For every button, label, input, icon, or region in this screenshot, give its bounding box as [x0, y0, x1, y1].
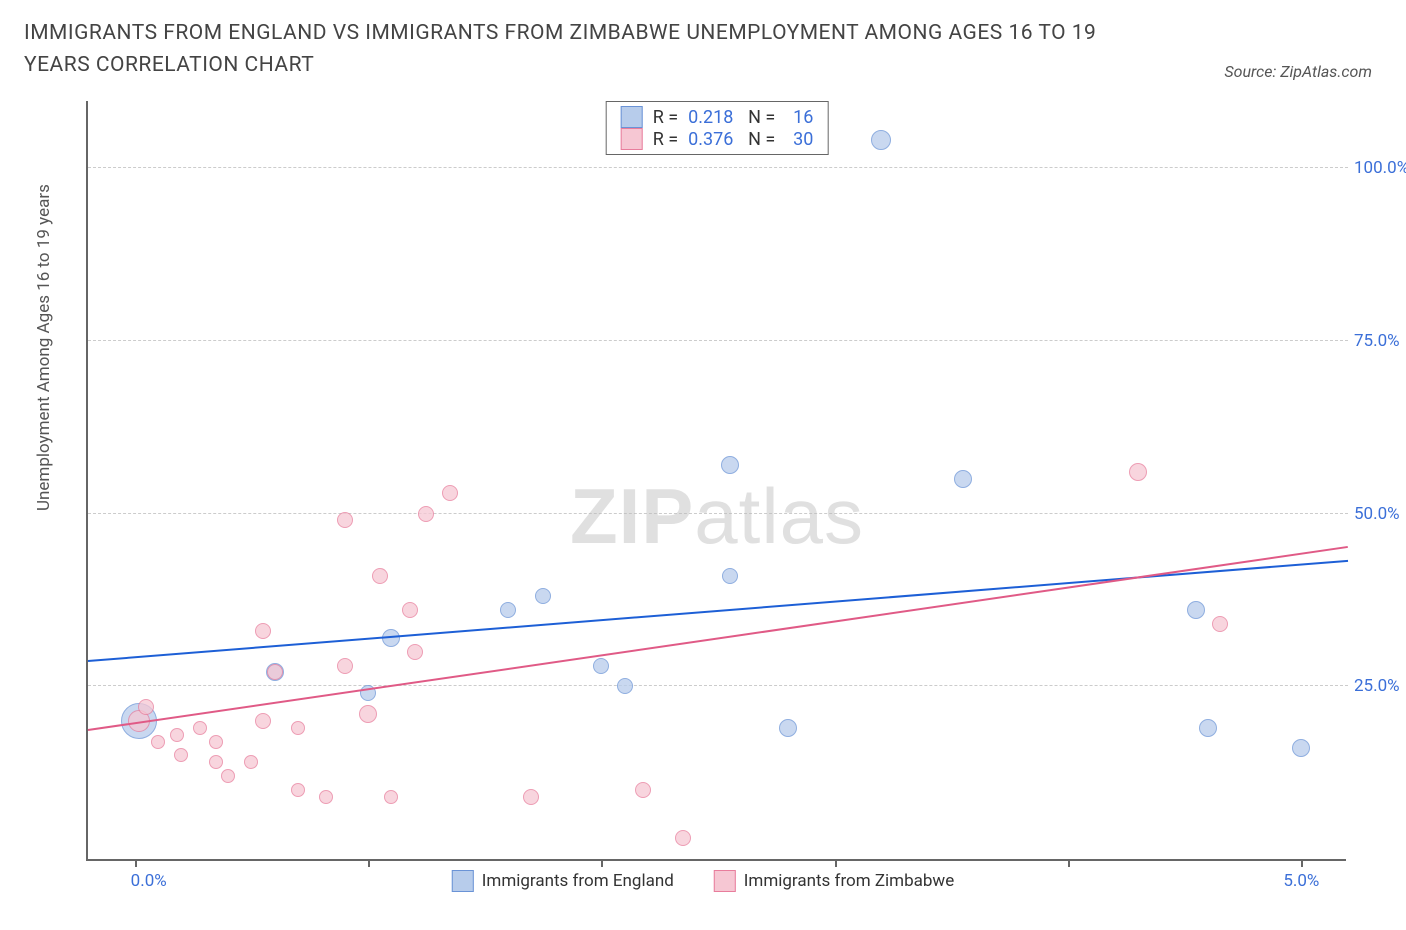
x-tick [1301, 859, 1303, 867]
scatter-point-zimbabwe [193, 721, 207, 735]
watermark-atlas: atlas [694, 472, 864, 560]
scatter-point-zimbabwe [255, 623, 271, 639]
y-tick-label: 50.0% [1354, 504, 1406, 524]
scatter-point-zimbabwe [337, 658, 353, 674]
scatter-point-zimbabwe [291, 721, 305, 735]
stats-row-england: R = 0.218 N = 16 [621, 106, 814, 128]
legend-item-england: Immigrants from England [452, 870, 674, 892]
scatter-point-england [617, 678, 633, 694]
scatter-point-zimbabwe [675, 830, 691, 846]
y-tick-label: 75.0% [1354, 331, 1406, 351]
scatter-point-england [535, 588, 551, 604]
scatter-point-england [1199, 719, 1217, 737]
legend-swatch-icon [621, 106, 643, 128]
scatter-point-zimbabwe [209, 735, 223, 749]
scatter-point-england [871, 130, 891, 150]
stats-r-label: R = [653, 129, 678, 150]
stats-n-label: N = [748, 107, 775, 128]
scatter-point-zimbabwe [418, 506, 434, 522]
scatter-point-zimbabwe [244, 755, 258, 769]
scatter-point-zimbabwe [209, 755, 223, 769]
scatter-point-zimbabwe [523, 789, 539, 805]
y-tick-label: 100.0% [1354, 158, 1406, 178]
scatter-point-england [593, 658, 609, 674]
scatter-point-zimbabwe [319, 790, 333, 804]
gridline [88, 685, 1348, 686]
scatter-point-zimbabwe [337, 512, 353, 528]
chart-title: IMMIGRANTS FROM ENGLAND VS IMMIGRANTS FR… [24, 18, 1144, 81]
x-axis-min-label: 0.0% [131, 871, 167, 891]
scatter-point-england [1292, 739, 1310, 757]
legend-label: Immigrants from England [482, 871, 674, 891]
plot-region: ZIPatlas R =0.218N =16R =0.376N =30 25.0… [86, 101, 1346, 861]
scatter-point-zimbabwe [255, 713, 271, 729]
scatter-point-zimbabwe [407, 644, 423, 660]
gridline [88, 167, 1348, 168]
scatter-point-zimbabwe [138, 699, 154, 715]
watermark: ZIPatlas [570, 471, 864, 562]
legend-swatch-icon [621, 128, 643, 150]
correlation-stats-box: R = 0.218 N = 16 R = 0.376 N = 30 [606, 101, 829, 155]
legend-item-zimbabwe: Immigrants from Zimbabwe [714, 870, 954, 892]
legend-swatch-icon [714, 870, 736, 892]
scatter-point-zimbabwe [221, 769, 235, 783]
x-axis-max-label: 5.0% [1283, 871, 1319, 891]
y-axis-label: Unemployment Among Ages 16 to 19 years [34, 184, 54, 511]
trend-line-zimbabwe [88, 546, 1348, 731]
x-tick [835, 859, 837, 867]
scatter-point-zimbabwe [174, 748, 188, 762]
stats-row-zimbabwe: R = 0.376 N = 30 [621, 128, 814, 150]
legend-swatch-icon [452, 870, 474, 892]
x-tick [368, 859, 370, 867]
scatter-point-zimbabwe [402, 602, 418, 618]
series-legend: Immigrants from England Immigrants from Z… [452, 870, 954, 892]
stats-r-value: 0.218 [688, 107, 738, 128]
x-tick [601, 859, 603, 867]
scatter-point-zimbabwe [1129, 463, 1147, 481]
scatter-point-zimbabwe [442, 485, 458, 501]
scatter-point-england [954, 470, 972, 488]
stats-r-value: 0.376 [688, 129, 738, 150]
legend-label: Immigrants from Zimbabwe [744, 871, 954, 891]
scatter-point-zimbabwe [267, 664, 283, 680]
scatter-point-zimbabwe [359, 705, 377, 723]
scatter-point-zimbabwe [151, 735, 165, 749]
x-tick [135, 859, 137, 867]
scatter-point-zimbabwe [372, 568, 388, 584]
y-tick-label: 25.0% [1354, 676, 1406, 696]
chart-source: Source: ZipAtlas.com [1224, 62, 1382, 81]
gridline [88, 340, 1348, 341]
watermark-zip: ZIP [570, 472, 694, 560]
scatter-point-england [500, 602, 516, 618]
scatter-point-england [721, 456, 739, 474]
scatter-point-zimbabwe [635, 782, 651, 798]
scatter-point-zimbabwe [291, 783, 305, 797]
scatter-point-england [779, 719, 797, 737]
stats-n-label: N = [748, 129, 775, 150]
scatter-point-england [722, 568, 738, 584]
stats-r-label: R = [653, 107, 678, 128]
gridline [88, 513, 1348, 514]
scatter-point-zimbabwe [384, 790, 398, 804]
stats-n-value: 30 [785, 129, 813, 150]
scatter-point-zimbabwe [1212, 616, 1228, 632]
stats-n-value: 16 [785, 107, 813, 128]
scatter-point-zimbabwe [170, 728, 184, 742]
chart-header: IMMIGRANTS FROM ENGLAND VS IMMIGRANTS FR… [24, 18, 1382, 81]
scatter-point-england [1187, 601, 1205, 619]
x-tick [1068, 859, 1070, 867]
